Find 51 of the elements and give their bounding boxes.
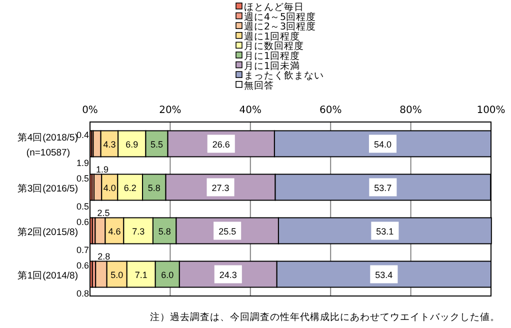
data-label: 4.3 xyxy=(103,139,116,150)
data-label: 54.0 xyxy=(374,139,392,150)
data-label: 5.0 xyxy=(110,270,124,280)
data-label: 0.5 xyxy=(76,201,89,212)
data-label: 2.8 xyxy=(98,251,110,262)
legend-label: 週に4～5回程度 xyxy=(244,10,316,23)
data-label: 0.6 xyxy=(76,216,89,227)
data-label: 6.9 xyxy=(126,139,138,150)
y-tick-label: 第1回(2014/8) xyxy=(17,269,78,282)
y-tick-label: 第2回(2015/8) xyxy=(17,226,78,238)
data-label: 1.9 xyxy=(76,158,89,168)
text: 注）過去調査は、今回調査の性年代構成比にあわせてウエイトバックした値。 xyxy=(150,311,500,323)
data-label: 7.1 xyxy=(134,270,148,280)
legend-label: まったく飲まない xyxy=(244,70,324,82)
data-label: 26.6 xyxy=(212,139,230,150)
data-label: 1.9 xyxy=(96,164,109,174)
legend-label: 週に1回程度 xyxy=(244,30,300,42)
legend-label: 月に1回未満 xyxy=(244,60,300,72)
data-label: 0.6 xyxy=(76,260,89,270)
data-label: 0.4 xyxy=(76,130,89,140)
data-label: 0.8 xyxy=(76,288,89,298)
data-label: 53.4 xyxy=(375,270,393,280)
data-label: 7.3 xyxy=(132,226,145,236)
data-label: 5.5 xyxy=(150,139,164,150)
data-label: 4.0 xyxy=(103,182,116,193)
data-label: 5.8 xyxy=(158,226,171,236)
data-label: 24.3 xyxy=(219,270,237,280)
x-tick-label: 20% xyxy=(159,105,182,116)
data-label: 27.3 xyxy=(212,182,230,193)
legend-label: 無回答 xyxy=(244,79,274,92)
y-tick-label: 第3回(2016/5) xyxy=(17,182,78,194)
legend-label: 月に1回程度 xyxy=(244,50,300,62)
x-tick-label: 80% xyxy=(400,105,422,116)
x-tick-label: 40% xyxy=(239,105,262,116)
data-label: 0.5 xyxy=(76,173,89,184)
y-tick-label: 第4回(2018/5) (n=10587) xyxy=(17,131,78,158)
data-label: 2.5 xyxy=(97,208,110,218)
data-label: 53.7 xyxy=(374,182,392,193)
data-label: 6.2 xyxy=(124,182,136,193)
data-label: 53.1 xyxy=(376,226,394,236)
x-tick-label: 0% xyxy=(82,105,98,116)
legend-label: 週に2～3回程度 xyxy=(244,20,316,33)
x-tick-label: 60% xyxy=(319,105,342,116)
data-label: 5.8 xyxy=(148,182,160,193)
legend-label: 月に数回程度 xyxy=(244,40,304,52)
data-label: 25.5 xyxy=(218,226,236,236)
data-label: 6.0 xyxy=(161,270,174,280)
data-label: 4.6 xyxy=(108,226,121,236)
legend-label: ほとんど毎日 xyxy=(244,1,304,13)
data-label: 0.7 xyxy=(76,244,89,255)
x-tick-label: 100% xyxy=(476,105,506,116)
